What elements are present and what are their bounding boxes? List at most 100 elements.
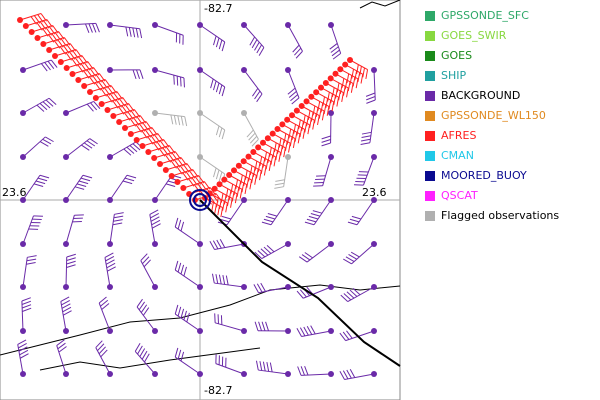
wind-barb <box>66 260 76 265</box>
afres-barb <box>272 148 275 159</box>
legend-label: Flagged observations <box>441 209 559 222</box>
wind-barb <box>349 369 356 378</box>
legend-swatch <box>425 191 435 201</box>
wind-barb <box>20 328 26 334</box>
wind-barb <box>345 330 375 342</box>
afres-barb <box>298 103 305 109</box>
wind-barb <box>199 24 226 43</box>
legend-swatch <box>425 131 435 141</box>
wind-barb <box>285 154 291 160</box>
wind-barb <box>248 132 256 141</box>
afres-barb <box>302 115 306 125</box>
afres-barb <box>254 175 257 185</box>
wind-barb <box>152 241 158 247</box>
wind-barb <box>109 141 137 158</box>
legend-swatch <box>425 71 435 81</box>
afres-barb <box>327 75 334 82</box>
wind-barb <box>109 174 128 201</box>
wind-barb <box>352 287 361 296</box>
afres-barb <box>342 86 346 96</box>
afres-barb <box>124 121 147 129</box>
wind-barb <box>80 177 91 182</box>
wind-barb <box>256 283 263 293</box>
wind-barb <box>260 282 266 292</box>
afres-barb <box>268 161 272 172</box>
wind-barb <box>197 284 203 290</box>
wind-barb <box>285 371 291 377</box>
wind-barb <box>213 167 217 178</box>
afres-barb <box>351 69 354 79</box>
afres-barb <box>284 116 291 123</box>
afres-barb <box>217 205 220 216</box>
afres-barb <box>230 198 233 208</box>
wind-barb <box>142 307 150 316</box>
wind-barb <box>345 256 355 262</box>
wind-barb <box>152 67 158 73</box>
wind-barb <box>174 217 179 228</box>
afres-barb <box>356 64 359 74</box>
wind-barb <box>66 257 76 261</box>
afres-barb <box>346 73 350 84</box>
wind-barb <box>81 144 90 151</box>
afres-barb <box>136 133 158 141</box>
wind-barb <box>136 69 141 79</box>
afres-barb <box>323 104 327 115</box>
wind-barb <box>173 115 177 125</box>
wind-barb <box>371 241 377 247</box>
afres-barb <box>338 90 341 101</box>
wind-barb <box>351 215 362 220</box>
afres-barb <box>296 125 300 136</box>
wind-barb <box>105 255 115 262</box>
wind-barb <box>184 116 188 127</box>
wind-barb <box>351 243 375 265</box>
wind-barb <box>344 373 375 381</box>
lat-label-right: 23.6 <box>362 186 387 199</box>
wind-barb <box>330 46 339 53</box>
afres-barb <box>225 188 229 199</box>
afres-barb <box>257 162 261 173</box>
wind-barb <box>213 35 217 46</box>
wind-barb <box>366 99 376 104</box>
afres-barb <box>327 92 330 102</box>
coastline <box>39 347 261 371</box>
wind-barb <box>300 366 305 376</box>
wind-barb <box>263 218 274 223</box>
wind-barb <box>129 145 138 153</box>
wind-barb <box>216 239 222 249</box>
afres-barb <box>298 119 301 130</box>
wind-barb <box>269 362 273 372</box>
wind-barb <box>306 218 317 223</box>
wind-barb <box>270 199 289 226</box>
wind-barb <box>173 75 175 85</box>
afres-barb <box>354 70 358 81</box>
afres-barb <box>84 79 106 87</box>
afres-barb <box>357 72 361 82</box>
wind-barb <box>122 180 133 185</box>
afres-barb <box>246 178 249 188</box>
afres-barb <box>269 147 272 157</box>
wind-barb <box>251 39 258 49</box>
wind-barb <box>22 257 28 288</box>
wind-barb <box>174 226 201 245</box>
afres-barb <box>28 29 35 35</box>
wind-barb <box>287 24 303 52</box>
wind-barb <box>214 322 245 332</box>
wind-barb <box>221 86 226 97</box>
wind-barb <box>20 110 26 116</box>
wind-barb <box>26 258 37 262</box>
wind-barb <box>152 110 158 116</box>
legend-label: AFRES <box>441 129 476 142</box>
wind-barb <box>290 94 299 102</box>
wind-barb <box>328 22 334 28</box>
afres-barb <box>267 153 271 164</box>
afres-barb <box>286 135 290 145</box>
afres-barb <box>226 172 233 178</box>
wind-barb <box>65 100 94 114</box>
afres-barb <box>274 126 281 132</box>
afres-barb <box>294 132 298 142</box>
afres-barb <box>302 129 306 139</box>
afres-barb <box>313 89 320 96</box>
afres-barb <box>49 43 71 51</box>
lon-label-bottom: -82.7 <box>204 384 232 397</box>
wind-barb <box>371 371 377 377</box>
